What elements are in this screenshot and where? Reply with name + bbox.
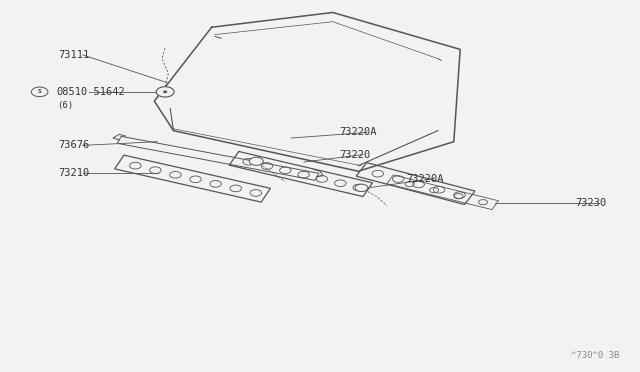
Text: 08510-51642: 08510-51642 (57, 87, 125, 97)
Text: S: S (38, 89, 42, 94)
Circle shape (156, 87, 174, 97)
Text: 73111: 73111 (59, 50, 90, 60)
Text: 73220A: 73220A (406, 174, 444, 184)
Text: 73676: 73676 (59, 140, 90, 150)
Circle shape (163, 91, 167, 93)
Text: 73220A: 73220A (339, 128, 376, 138)
Text: (6): (6) (57, 102, 73, 110)
Text: ^730^0 3B: ^730^0 3B (571, 350, 620, 359)
Text: 73220: 73220 (339, 150, 371, 160)
Text: 73230: 73230 (575, 198, 606, 208)
Circle shape (355, 184, 368, 192)
Text: 73210: 73210 (59, 168, 90, 178)
Circle shape (249, 157, 263, 165)
